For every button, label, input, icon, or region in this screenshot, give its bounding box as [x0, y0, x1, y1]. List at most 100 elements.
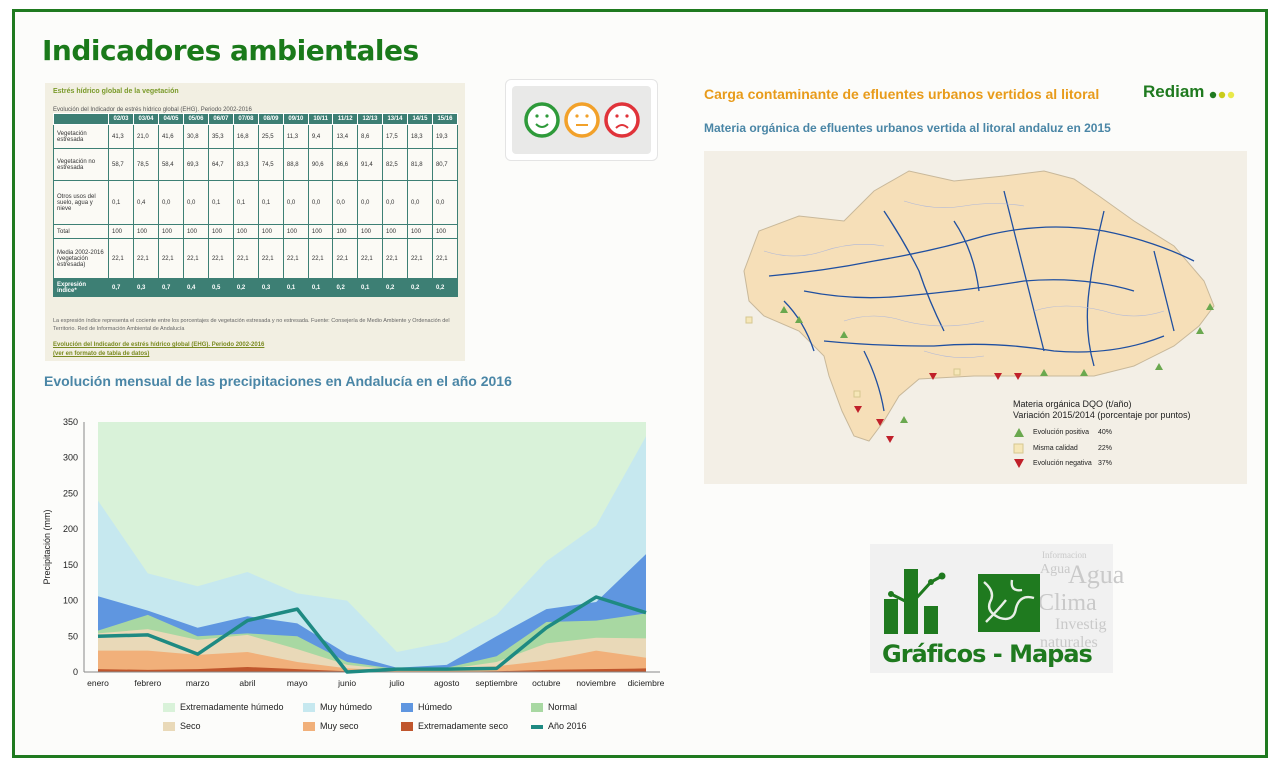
ehg-row-label: Vegetación no estresada: [53, 148, 109, 181]
y-tick-label: 150: [63, 560, 78, 570]
ehg-cell: 0,0: [332, 180, 358, 225]
carga-title: Carga contaminante de efluentes urbanos …: [704, 86, 1100, 102]
ehg-cell: 64,7: [207, 148, 234, 181]
ehg-cell: 11,3: [282, 124, 309, 149]
ehg-cell: 0,1: [282, 278, 309, 297]
ehg-header-cell: 03/04: [132, 113, 159, 125]
x-tick-label: noviembre: [576, 678, 616, 688]
ehg-cell: 69,3: [182, 148, 209, 181]
legend-swatch: [401, 703, 413, 712]
ehg-header-blank: [53, 113, 109, 125]
ehg-cell: 0,0: [307, 180, 334, 225]
ehg-cell: 0,1: [108, 180, 134, 225]
rain-legend-item[interactable]: Húmedo: [401, 702, 452, 712]
ehg-cell: 22,1: [282, 238, 309, 279]
rain-legend-item[interactable]: Normal: [531, 702, 577, 712]
x-tick-label: junio: [337, 678, 356, 688]
ehg-cell: 0,0: [157, 180, 184, 225]
ehg-cell: 22,1: [182, 238, 209, 279]
rain-chart[interactable]: 350 300 250 200 150 100 50 0 enero febrero marzo ab…: [36, 410, 676, 750]
ehg-cell: 100: [182, 224, 209, 239]
y-tick-label: 250: [63, 488, 78, 498]
band-muy-h-medo: [98, 436, 646, 672]
ehg-cell: 35,3: [207, 124, 234, 149]
smiley-indicator-card[interactable]: [505, 79, 658, 161]
ehg-header-cell: 11/12: [332, 113, 358, 125]
legend-swatch: [531, 725, 543, 729]
rain-legend-item[interactable]: Extremadamente seco: [401, 721, 508, 731]
ehg-cell: 16,8: [232, 124, 259, 149]
ehg-cell: 22,1: [207, 238, 234, 279]
legend-label: Año 2016: [548, 721, 587, 731]
same-quality-square-icon: [1013, 443, 1024, 454]
ehg-subtitle: Evolución del Indicador de estrés hídric…: [53, 107, 252, 113]
ehg-link-1[interactable]: Evolución del Indicador de estrés hídric…: [53, 342, 265, 348]
x-tick-label: agosto: [434, 678, 460, 688]
x-tick-label: julio: [388, 678, 404, 688]
ehg-cell: 90,6: [307, 148, 334, 181]
ehg-cell: 13,4: [332, 124, 358, 149]
ehg-cell: 22,1: [257, 238, 284, 279]
ehg-cell: 0,2: [332, 278, 358, 297]
y-tick-label: 300: [63, 453, 78, 463]
x-tick-label: octubre: [532, 678, 561, 688]
map-legend-symbols: [1013, 428, 1024, 468]
rain-legend-item[interactable]: Seco: [163, 721, 201, 731]
rain-legend-item[interactable]: Muy seco: [303, 721, 359, 731]
ehg-cell: 0,1: [357, 278, 383, 297]
ehg-cell: 82,5: [381, 148, 408, 181]
legend-swatch: [303, 703, 315, 712]
x-tick-label: marzo: [186, 678, 210, 688]
ehg-cell: 41,6: [157, 124, 184, 149]
page-title: Indicadores ambientales: [42, 34, 419, 67]
andalucia-map: [743, 170, 1215, 443]
ehg-cell: 100: [132, 224, 159, 239]
graficos-mapas-panel[interactable]: Informacion Agua Agua Clima Investig nat…: [870, 544, 1124, 673]
ehg-cell: 21,0: [132, 124, 159, 149]
wordcloud-word-2: Agua: [1040, 562, 1071, 577]
ehg-cell: 0,2: [406, 278, 433, 297]
ehg-cell: 100: [406, 224, 433, 239]
ehg-header-cell: 05/06: [182, 113, 209, 125]
smiley-faces: [524, 102, 640, 138]
ehg-cell: 80,7: [431, 148, 459, 181]
legend-label: Húmedo: [418, 702, 453, 712]
x-tick-label: septiembre: [476, 678, 518, 688]
legend-label: Muy húmedo: [320, 702, 373, 712]
wordcloud-word-1: Informacion: [1042, 550, 1087, 560]
ehg-cell: 0,7: [108, 278, 134, 297]
negative-triangle-icon: [1014, 459, 1024, 468]
ehg-header-cell: 10/11: [307, 113, 334, 125]
rain-legend-item[interactable]: Extremadamente húmedo: [163, 702, 284, 712]
ehg-data-link[interactable]: Evolución del Indicador de estrés hídric…: [53, 341, 453, 359]
andalucia-region-shape: [743, 170, 1215, 442]
rain-chart-title: Evolución mensual de las precipitaciones…: [44, 373, 512, 389]
map-legend-title-1: Materia orgánica DQO (t/año): [1013, 399, 1132, 409]
y-axis-label: Precipitación (mm): [42, 509, 52, 584]
ehg-cell: 88,8: [282, 148, 309, 181]
ehg-table-panel[interactable]: Estrés hídrico global de la vegetación E…: [45, 83, 465, 361]
ehg-row-label: Otros usos del suelo, agua y nieve: [53, 180, 109, 225]
wordcloud-word-4: Clima: [1038, 590, 1097, 616]
ehg-cell: 0,1: [307, 278, 334, 297]
map-legend-same: Misma calidad 22%: [1033, 445, 1112, 452]
legend-negative-label: Evolución negativa: [1033, 460, 1092, 467]
rain-legend-item[interactable]: Muy húmedo: [303, 702, 372, 712]
ehg-cell: 0,0: [431, 180, 459, 225]
ehg-cell: 0,2: [232, 278, 259, 297]
ehg-cell: 100: [431, 224, 459, 239]
rain-legend-item[interactable]: Año 2016: [531, 721, 587, 731]
smiley-card-inner: [512, 86, 651, 154]
ehg-table-row: Total 100 100 100 100 100 100 100 100 100 100 100 10…: [53, 224, 459, 239]
ehg-cell: 100: [381, 224, 408, 239]
smile-icon: [524, 102, 560, 138]
legend-swatch: [163, 722, 175, 731]
ehg-link-2[interactable]: (ver en formato de tabla de datos): [53, 351, 150, 357]
map-panel[interactable]: [704, 151, 1247, 484]
graficos-mapas-label[interactable]: Gráficos - Mapas: [882, 640, 1093, 668]
ehg-cell: 22,1: [406, 238, 433, 279]
map-legend-negative: Evolución negativa 37%: [1033, 460, 1112, 467]
positive-triangle-icon: [1014, 428, 1024, 437]
ehg-table: 02/03 03/04 04/05 05/06 06/07 07/08 08/09 09/10…: [53, 113, 459, 297]
map-icon: [978, 574, 1040, 632]
